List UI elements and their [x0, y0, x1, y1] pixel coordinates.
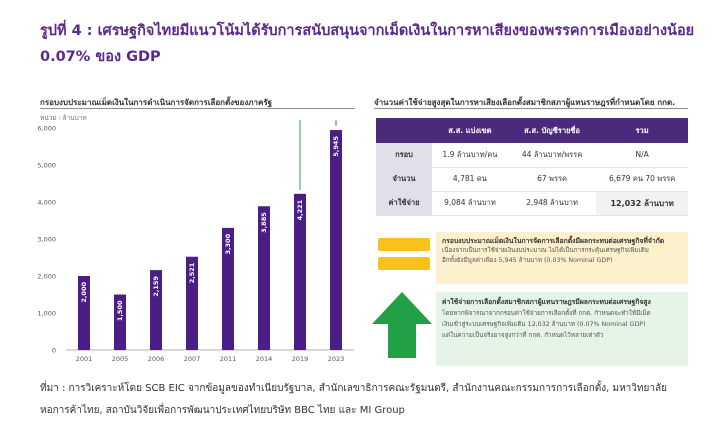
note-text: เงินเข้าสู่ระบบเศรษฐกิจเพิ่มเติม 12,032 … [442, 321, 646, 328]
x-tick-label: 2023 [328, 355, 345, 363]
bar-value-label: 5,945 [332, 136, 340, 157]
table-header-cell: ส.ส. แบ่งเขต [432, 118, 508, 143]
table-title-divider [374, 108, 688, 109]
equal-sign-icon-top [378, 238, 430, 251]
bar-value-label: 2,000 [80, 282, 88, 303]
table-row-label: ค่าใช้จ่าย [376, 191, 432, 216]
bar [114, 294, 126, 350]
table-header-row: ส.ส. แบ่งเขต ส.ส. บัญชีรายชื่อ รวม [376, 118, 688, 143]
table-cell: 2,948 ล้านบาท [507, 191, 597, 216]
high-impact-note: ค่าใช้จ่ายการเลือกตั้งสมาชิกสภาผู้แทนราษ… [436, 292, 688, 366]
up-arrow-shape [372, 292, 432, 358]
limited-impact-note: กรอบงบประมาณเม็ดเงินในการจัดการเลือกตั้ง… [436, 232, 688, 284]
table-cell: 6,679 คน 70 พรรค [596, 167, 688, 192]
bar-value-label: 2,159 [152, 276, 160, 297]
y-tick-label: 2,000 [37, 273, 56, 281]
table-cell: 9,084 ล้านบาท [432, 191, 508, 216]
bar [258, 206, 270, 350]
note-text: แต่ในความเป็นจริงอาจสูงกว่าที่ กกต. กำหน… [442, 332, 604, 339]
bar-value-label: 1,500 [116, 300, 124, 321]
up-arrow-icon [372, 292, 432, 358]
equal-sign-icon-bottom [378, 257, 430, 270]
bar-value-label: 3,300 [224, 233, 232, 254]
bar-value-label: 4,221 [296, 199, 304, 220]
x-tick-label: 2001 [76, 355, 93, 363]
table-row: จำนวน 4,781 คน 67 พรรค 6,679 คน 70 พรรค [376, 167, 688, 192]
chart-unit-label: หน่วย : ล้านบาท [40, 114, 87, 122]
y-tick-label: 3,000 [37, 236, 56, 244]
x-tick-label: 2006 [148, 355, 165, 363]
chart-title: กรอบงบประมาณเม็ดเงินในการดำเนินการจัดการ… [40, 98, 273, 107]
x-tick-label: 2007 [184, 355, 201, 363]
bar [78, 276, 90, 350]
bar [222, 227, 234, 350]
bar [150, 270, 162, 350]
y-tick-label: 5,000 [37, 162, 56, 170]
x-tick-label: 2014 [256, 355, 273, 363]
source-note: ที่มา : การวิเคราะห์โดย SCB EIC จากข้อมู… [40, 383, 667, 416]
y-tick-label: 0 [52, 347, 56, 355]
bar [294, 193, 306, 350]
note-heading: กรอบงบประมาณเม็ดเงินในการจัดการเลือกตั้ง… [442, 237, 665, 245]
page-title: รูปที่ 4 : เศรษฐกิจไทยมีแนวโน้มได้รับการ… [40, 23, 695, 65]
table-row: กรอบ 1.9 ล้านบาท/คน 44 ล้านบาท/พรรค N/A [376, 143, 688, 168]
table-row-label: จำนวน [376, 167, 432, 192]
x-tick-label: 2019 [292, 355, 309, 363]
table-header-cell: ส.ส. บัญชีรายชื่อ [507, 118, 597, 143]
bar-value-label: 3,885 [260, 212, 268, 233]
y-tick-label: 1,000 [37, 310, 56, 318]
bar [330, 130, 342, 350]
table-row-label: กรอบ [376, 143, 432, 168]
note-heading: ค่าใช้จ่ายการเลือกตั้งสมาชิกสภาผู้แทนราษ… [442, 298, 651, 306]
table-cell: 67 พรรค [507, 167, 597, 192]
table-cell: 4,781 คน [432, 167, 508, 192]
table-header-cell: รวม [596, 118, 688, 143]
x-tick-label: 2011 [220, 355, 237, 363]
chart-title-divider [40, 108, 355, 109]
note-text: เนื่องจากเป็นการใช้จ่ายเงินงบประมาณ ไม่ไ… [442, 247, 649, 254]
bar [186, 256, 198, 350]
table-header-cell [376, 118, 432, 143]
table-row: ค่าใช้จ่าย 9,084 ล้านบาท 2,948 ล้านบาท 1… [376, 191, 688, 216]
bar-chart: 0 1,000 2,000 3,000 4,000 5,000 6,000 2,000 2001… [37, 120, 354, 363]
y-tick-label: 6,000 [37, 125, 56, 133]
note-text: อีกทั้งยังมีมูลค่าเพียง 5,945 ล้านบาท (0… [442, 257, 613, 264]
table-cell-total: 12,032 ล้านบาท [596, 191, 688, 216]
table-title: จำนวนค่าใช้จ่ายสูงสุดในการหาเสียงเลือกตั… [374, 98, 676, 107]
election-cost-table: ส.ส. แบ่งเขต ส.ส. บัญชีรายชื่อ รวม กรอบ … [376, 118, 688, 216]
bar-value-label: 2,521 [188, 262, 196, 283]
x-tick-label: 2005 [112, 355, 129, 363]
table-cell: 1.9 ล้านบาท/คน [432, 143, 508, 168]
table-cell: N/A [596, 143, 688, 168]
table-cell: 44 ล้านบาท/พรรค [507, 143, 597, 168]
note-text: โดยหากพิจารณาจากกรอบค่าใช้จ่ายการเลือกตั… [442, 310, 651, 317]
y-tick-label: 4,000 [37, 199, 56, 207]
